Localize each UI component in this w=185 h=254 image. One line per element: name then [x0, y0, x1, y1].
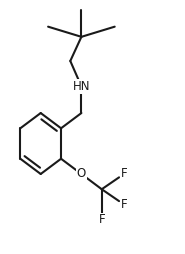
Text: F: F: [98, 213, 105, 226]
Text: O: O: [77, 167, 86, 181]
Text: F: F: [121, 167, 127, 181]
Text: HN: HN: [73, 80, 90, 93]
Text: F: F: [121, 198, 127, 211]
